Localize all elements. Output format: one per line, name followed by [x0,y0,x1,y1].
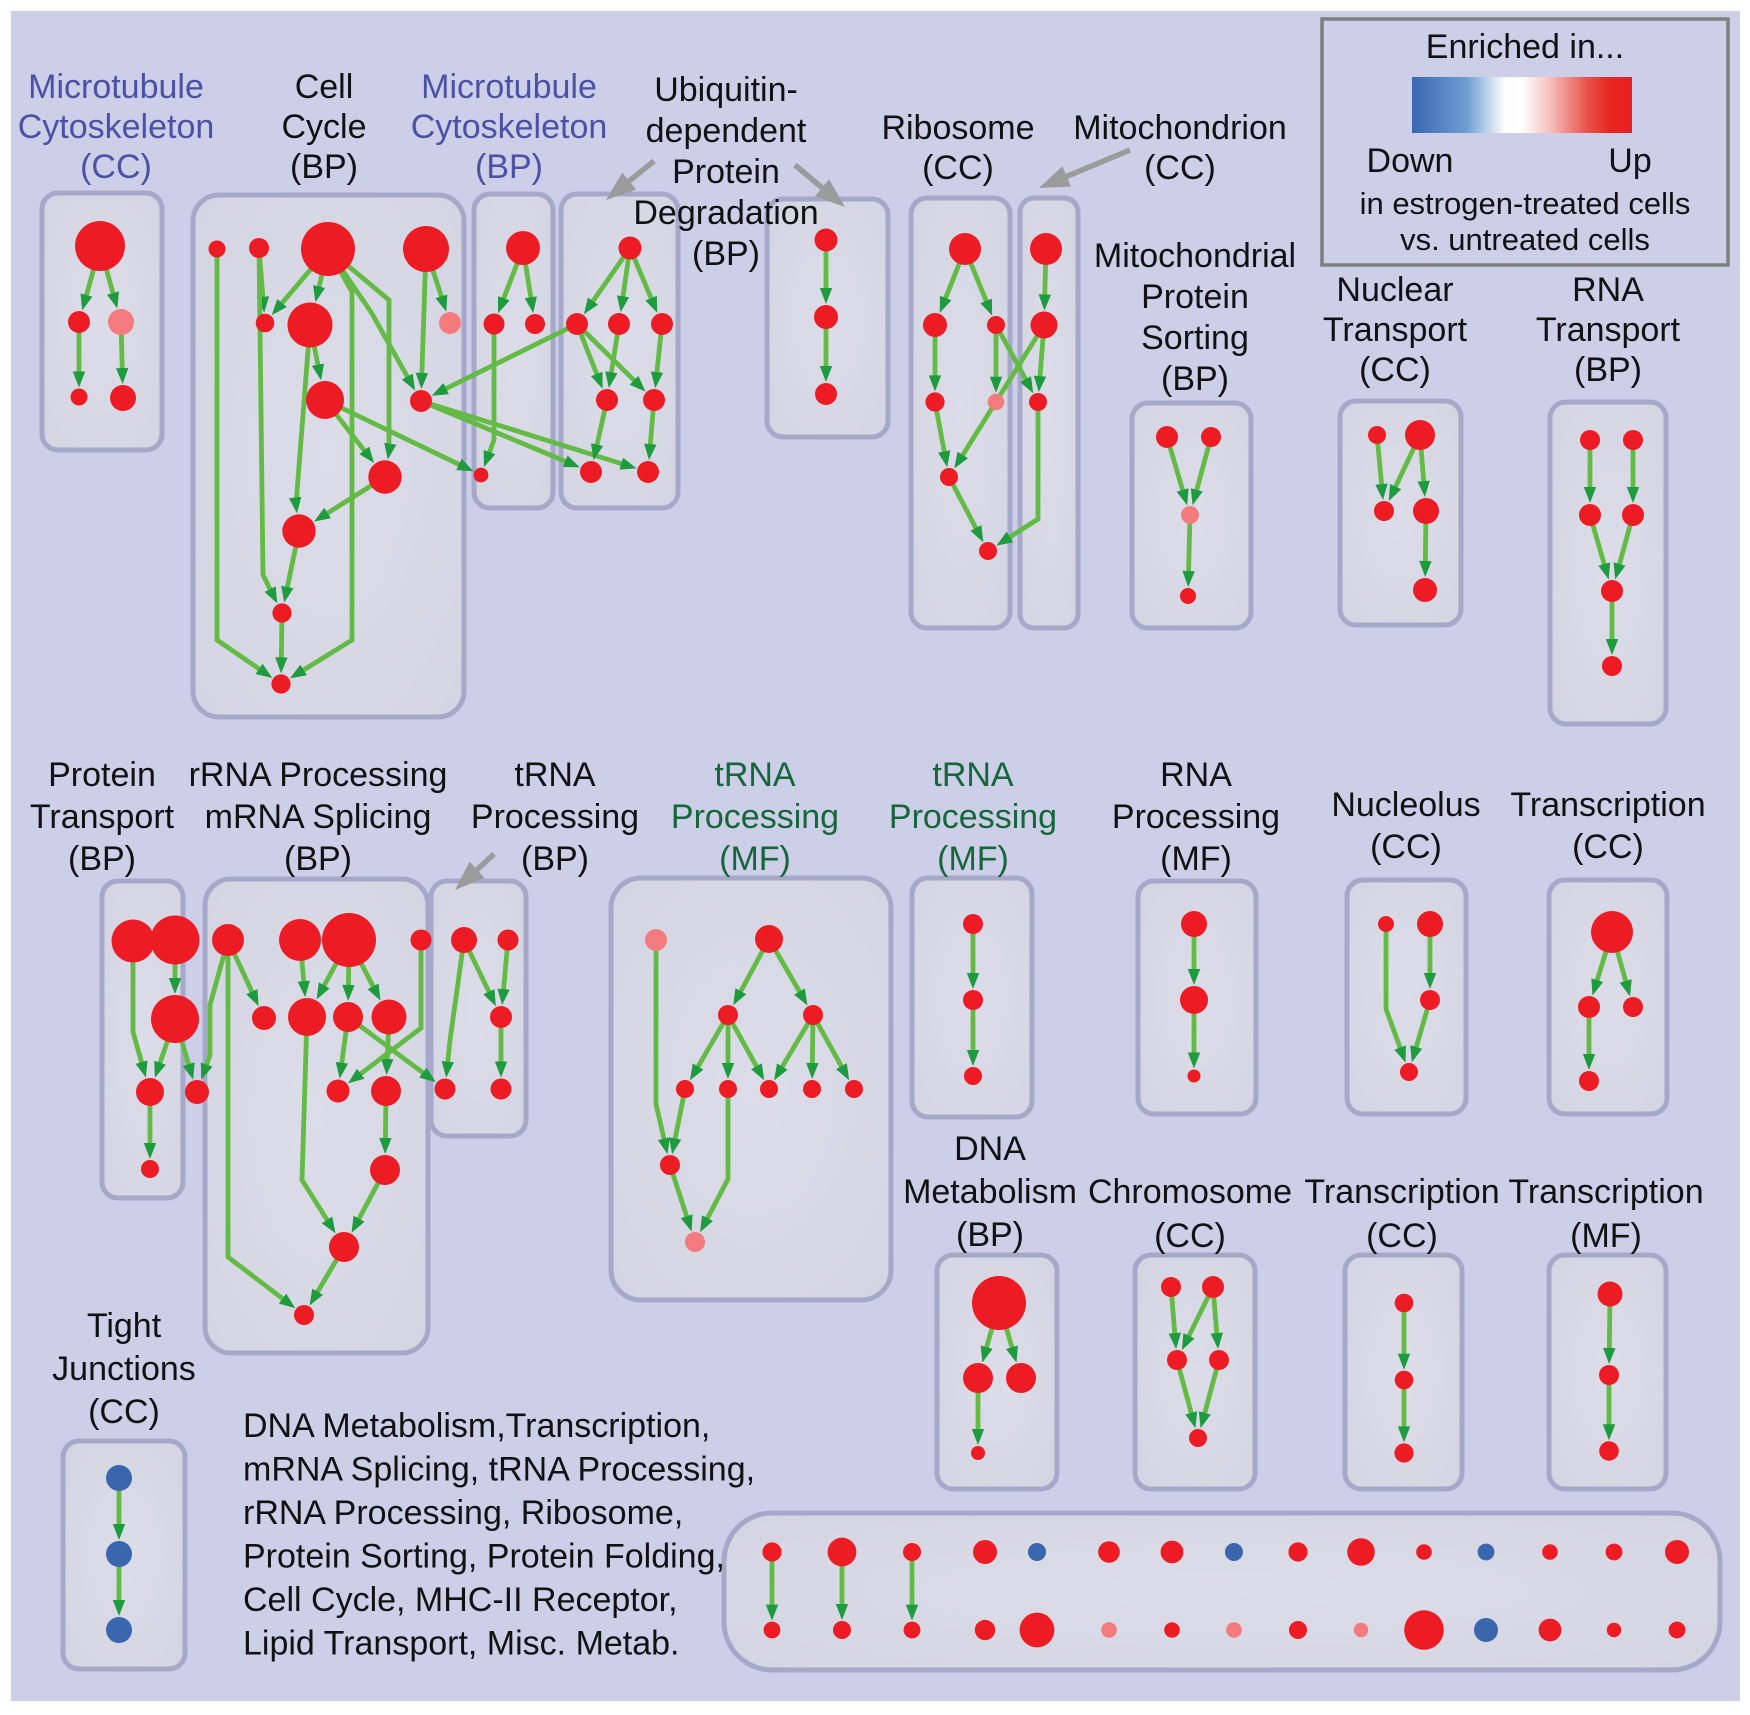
svg-text:Tight: Tight [87,1307,162,1345]
svg-text:Cycle: Cycle [281,108,366,146]
svg-text:Chromosome: Chromosome [1088,1173,1292,1211]
svg-text:Transport: Transport [1323,311,1468,349]
svg-text:Ribosome: Ribosome [881,109,1034,147]
svg-text:Metabolism: Metabolism [903,1173,1077,1211]
svg-text:(CC): (CC) [1359,351,1431,389]
svg-text:mRNA Splicing: mRNA Splicing [205,798,432,836]
svg-text:tRNA: tRNA [932,756,1014,794]
svg-text:(CC): (CC) [1154,1217,1226,1255]
svg-text:Enriched in...: Enriched in... [1426,28,1624,66]
svg-text:(CC): (CC) [922,149,994,187]
svg-text:Mitochondrion: Mitochondrion [1073,109,1287,147]
svg-text:(MF): (MF) [1570,1217,1642,1255]
svg-text:Protein: Protein [672,153,780,191]
svg-text:Cell Cycle, MHC-II Receptor,: Cell Cycle, MHC-II Receptor, [243,1581,678,1619]
svg-text:RNA: RNA [1160,756,1232,794]
svg-text:Processing: Processing [471,798,639,836]
svg-text:mRNA Splicing, tRNA Processing: mRNA Splicing, tRNA Processing, [243,1451,755,1489]
svg-text:DNA Metabolism,Transcription,: DNA Metabolism,Transcription, [243,1407,710,1445]
svg-text:(BP): (BP) [284,840,352,878]
svg-text:(BP): (BP) [475,148,543,186]
svg-text:Processing: Processing [1112,798,1280,836]
svg-text:(BP): (BP) [68,840,136,878]
svg-text:(CC): (CC) [80,148,152,186]
svg-text:(CC): (CC) [1144,149,1216,187]
svg-text:Sorting: Sorting [1141,319,1249,357]
svg-text:Transcription: Transcription [1508,1173,1703,1211]
svg-text:(CC): (CC) [1370,828,1442,866]
svg-text:dependent: dependent [646,112,807,150]
svg-text:(BP): (BP) [956,1216,1024,1254]
svg-text:(CC): (CC) [1366,1217,1438,1255]
svg-text:Ubiquitin-: Ubiquitin- [654,71,798,109]
svg-text:(MF): (MF) [937,840,1009,878]
svg-text:Protein: Protein [48,756,156,794]
svg-text:DNA: DNA [954,1130,1026,1168]
svg-text:RNA: RNA [1572,271,1644,309]
svg-text:Transcription: Transcription [1304,1173,1499,1211]
svg-text:Down: Down [1367,142,1454,180]
svg-text:(BP): (BP) [1574,351,1642,389]
svg-text:tRNA: tRNA [514,756,596,794]
svg-text:vs. untreated cells: vs. untreated cells [1400,222,1650,257]
svg-text:Microtubule: Microtubule [421,68,597,106]
svg-text:Up: Up [1608,142,1651,180]
svg-text:Transport: Transport [30,798,175,836]
svg-text:Protein: Protein [1141,278,1249,316]
svg-text:(BP): (BP) [521,840,589,878]
svg-text:(MF): (MF) [1160,840,1232,878]
svg-text:(BP): (BP) [692,235,760,273]
svg-text:Mitochondrial: Mitochondrial [1094,237,1296,275]
svg-text:tRNA: tRNA [714,756,796,794]
svg-text:Lipid Transport, Misc. Metab.: Lipid Transport, Misc. Metab. [243,1625,680,1663]
svg-text:Microtubule: Microtubule [28,68,204,106]
svg-text:Processing: Processing [889,798,1057,836]
svg-text:(CC): (CC) [88,1393,160,1431]
svg-text:(CC): (CC) [1572,828,1644,866]
svg-text:(BP): (BP) [290,148,358,186]
svg-text:Transcription: Transcription [1510,786,1705,824]
svg-text:(BP): (BP) [1161,360,1229,398]
svg-text:rRNA Processing: rRNA Processing [189,756,448,794]
svg-text:Protein Sorting, Protein Foldi: Protein Sorting, Protein Folding, [243,1538,725,1576]
svg-text:Transport: Transport [1536,311,1681,349]
svg-text:in estrogen-treated cells: in estrogen-treated cells [1360,186,1691,221]
svg-text:Cytoskeleton: Cytoskeleton [18,108,215,146]
svg-text:Nucleolus: Nucleolus [1331,786,1480,824]
svg-text:Degradation: Degradation [633,194,818,232]
svg-text:Cell: Cell [295,68,354,106]
svg-text:Nuclear: Nuclear [1336,271,1453,309]
svg-text:rRNA Processing, Ribosome,: rRNA Processing, Ribosome, [243,1494,683,1532]
svg-text:Processing: Processing [671,798,839,836]
svg-text:Cytoskeleton: Cytoskeleton [411,108,608,146]
svg-text:(MF): (MF) [719,840,791,878]
svg-text:Junctions: Junctions [52,1350,196,1388]
